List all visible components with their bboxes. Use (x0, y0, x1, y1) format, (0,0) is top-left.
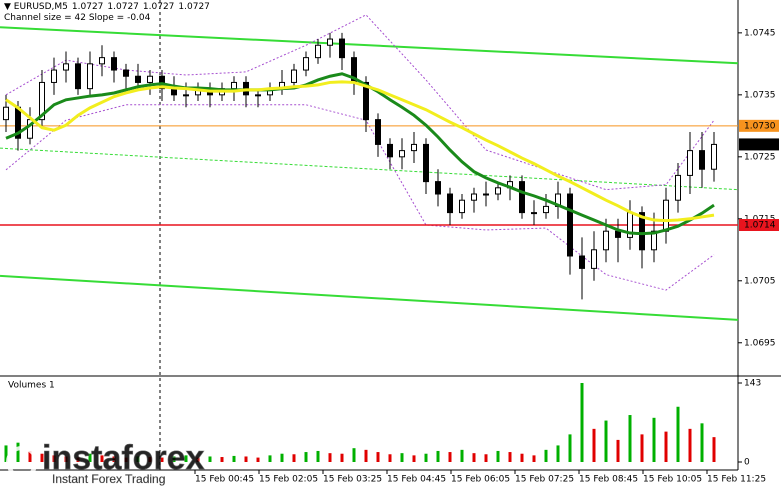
y-tick-label: 1.0695 (744, 338, 776, 348)
candle-body (291, 69, 297, 83)
candle-body (687, 150, 693, 176)
candle-body (123, 69, 129, 77)
candle-body (459, 199, 465, 214)
chart-header: ▼ EURUSD,M5 1.0727 1.0727 1.0727 1.0727 Chan… (4, 2, 214, 24)
ohlc-value: 1.0727 (178, 2, 210, 12)
candle-body (147, 75, 153, 83)
candle-body (339, 38, 345, 59)
watermark-logo (6, 446, 38, 478)
candle-body (639, 212, 645, 251)
candle-body (75, 63, 81, 90)
channel-lower (0, 274, 739, 321)
y-tick-label: 1.0745 (744, 28, 776, 38)
candle-body (3, 106, 9, 121)
symbol: EURUSD,M5 (13, 2, 68, 12)
x-tick-label: 15 Feb 07:25 (515, 475, 574, 485)
candle-body (327, 38, 333, 46)
volumes-title: Volumes 1 (8, 381, 55, 391)
price-level-box (739, 119, 779, 132)
candle-body (411, 143, 417, 152)
candle-body (567, 193, 573, 257)
candle-body (183, 94, 189, 97)
candle-body (579, 255, 585, 269)
candle-body (135, 75, 141, 83)
channel-upper (0, 26, 739, 65)
candle-body (363, 81, 369, 121)
candle-body (315, 44, 321, 59)
envelope-lower (5, 104, 715, 291)
candle-body (603, 230, 609, 251)
x-tick-label: 15 Feb 03:25 (323, 475, 382, 485)
candle-body (699, 150, 705, 170)
candle-body (531, 212, 537, 215)
candle-body (663, 199, 669, 232)
y-tick-label: 1.0705 (744, 276, 776, 286)
y-tick-label: 1.0725 (744, 152, 776, 162)
candle-body (519, 181, 525, 214)
envelope-upper (5, 14, 715, 191)
candle-body (375, 119, 381, 145)
x-tick-label: 15 Feb 00:45 (195, 475, 254, 485)
candle-body (591, 249, 597, 269)
price-level-box (739, 138, 779, 151)
x-tick-label: 15 Feb 08:45 (579, 475, 638, 485)
candle-body (615, 230, 621, 238)
x-tick-label: 15 Feb 10:05 (643, 475, 702, 485)
channel-middle (0, 147, 739, 191)
candle-body (435, 181, 441, 195)
price-level-label: 1.0714 (744, 221, 776, 231)
candle-body (483, 193, 489, 196)
ohlc-value: 1.0727 (71, 2, 104, 12)
candle-body (387, 143, 393, 158)
ohlc-value: 1.0727 (107, 2, 139, 12)
candle-body (51, 69, 57, 83)
candle-body (423, 143, 429, 183)
y-tick-label: 1.0735 (744, 90, 776, 100)
ohlc-value: 1.0727 (142, 2, 175, 12)
moving-average (5, 80, 715, 223)
candle-body (87, 63, 93, 90)
candle-body (543, 205, 549, 214)
price-level-label: 1.0727 (744, 140, 776, 150)
x-tick-label: 15 Feb 02:05 (259, 475, 318, 485)
watermark-brand: instaforex (42, 439, 205, 477)
volume-tick-label: 143 (744, 379, 761, 389)
channel-note: Channel size = 42 Slope = -0.04 (4, 13, 151, 23)
candle-body (651, 230, 657, 251)
candle-body (471, 193, 477, 201)
candle-body (303, 57, 309, 71)
candle-body (39, 81, 45, 121)
moving-average (5, 72, 715, 236)
x-tick-label: 15 Feb 06:05 (451, 475, 510, 485)
price-level-box (739, 219, 779, 231)
candle-body (255, 94, 261, 97)
volume-tick-label: 0 (744, 458, 750, 468)
candle-body (99, 57, 105, 65)
symbol-line: ▼ EURUSD,M5 1.0727 1.0727 1.0727 1.0727 (4, 2, 210, 12)
price-level-label: 1.0730 (744, 121, 776, 131)
candle-body (111, 57, 117, 71)
candle-body (231, 81, 237, 90)
candle-body (495, 187, 501, 195)
candle-body (399, 150, 405, 158)
x-tick-label: 15 Feb 11:25 (707, 475, 766, 485)
candle-body (447, 193, 453, 214)
x-tick-label: 15 Feb 04:45 (387, 475, 446, 485)
candle-body (711, 143, 717, 170)
watermark-tagline: Instant Forex Trading (52, 472, 165, 486)
candle-body (63, 63, 69, 71)
candle-body (675, 174, 681, 201)
